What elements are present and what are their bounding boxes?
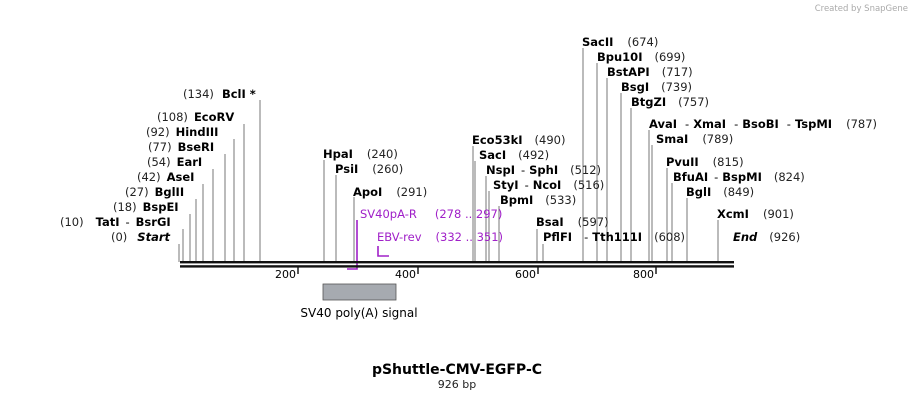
site-eco53ki[interactable]: Eco53kI (490) [472, 133, 565, 147]
ruler-tick-800: 800 [633, 268, 654, 281]
site-bpmi[interactable]: BpmI (533) [500, 193, 576, 207]
start-marker: (0) Start [111, 230, 171, 244]
primer-ebv-rev[interactable]: EBV-rev (332 .. 351) [377, 230, 503, 244]
site-bpu10i[interactable]: Bpu10I (699) [597, 50, 685, 64]
site-ecorv[interactable]: (108) EcoRV [157, 110, 234, 124]
site-bspei[interactable]: (18) BspEI [113, 200, 179, 214]
site-sacii[interactable]: SacII (674) [582, 35, 658, 49]
site-pvuii[interactable]: PvuII (815) [666, 155, 744, 169]
site-bsai[interactable]: BsaI (597) [536, 215, 609, 229]
site-btgzi[interactable]: BtgZI (757) [631, 95, 709, 109]
site-psii[interactable]: PsiI (260) [335, 162, 403, 176]
site-bseri[interactable]: (77) BseRI [148, 140, 214, 154]
feature-sv40-polya[interactable] [322, 283, 397, 301]
site-styi[interactable]: StyI - NcoI (516) [493, 178, 604, 192]
site-bstapi[interactable]: BstAPI (717) [607, 65, 693, 79]
ruler: 200 400 600 800 [275, 267, 657, 281]
site-apoi[interactable]: ApoI (291) [353, 185, 427, 199]
primer-sv40pa-r[interactable]: SV40pA-R (278 .. 297) [360, 207, 502, 221]
dna-backbone [180, 261, 734, 268]
primer-sv40pa-r-arrow [347, 220, 358, 270]
ruler-tick-200: 200 [275, 268, 296, 281]
site-bglii[interactable]: (27) BglII [125, 185, 184, 199]
primer-ebv-rev-arrow [377, 246, 389, 257]
site-bgli[interactable]: BglI (849) [686, 185, 754, 199]
end-marker: End (926) [733, 230, 800, 244]
site-nspi[interactable]: NspI - SphI (512) [486, 163, 601, 177]
site-bfuai[interactable]: BfuAI - BspMI (824) [673, 170, 805, 184]
cut-site-lines [178, 48, 719, 262]
site-saci[interactable]: SacI (492) [479, 148, 549, 162]
site-pflfi[interactable]: PflFI - Tth111I (608) [543, 230, 685, 244]
site-asei[interactable]: (42) AseI [137, 170, 194, 184]
snapgene-credit: Created by SnapGene [815, 4, 908, 14]
feature-sv40-polya-label: SV40 poly(A) signal [300, 306, 417, 320]
site-eari[interactable]: (54) EarI [147, 155, 202, 169]
site-bsgi[interactable]: BsgI (739) [621, 80, 692, 94]
ruler-tick-600: 600 [515, 268, 536, 281]
site-hindiii[interactable]: (92) HindIII [146, 125, 218, 139]
plasmid-length: 926 bp [438, 378, 476, 391]
site-smai[interactable]: SmaI (789) [656, 132, 733, 146]
site-avai[interactable]: AvaI - XmaI - BsoBI - TspMI (787) [649, 117, 877, 131]
site-tati[interactable]: (10) TatI - BsrGI [60, 215, 171, 229]
site-hpai[interactable]: HpaI (240) [323, 147, 398, 161]
plasmid-title: pShuttle-CMV-EGFP-C [372, 362, 542, 378]
site-xcmi[interactable]: XcmI (901) [717, 207, 794, 221]
ruler-tick-400: 400 [395, 268, 416, 281]
site-bcli[interactable]: (134) BclI * [183, 87, 256, 101]
